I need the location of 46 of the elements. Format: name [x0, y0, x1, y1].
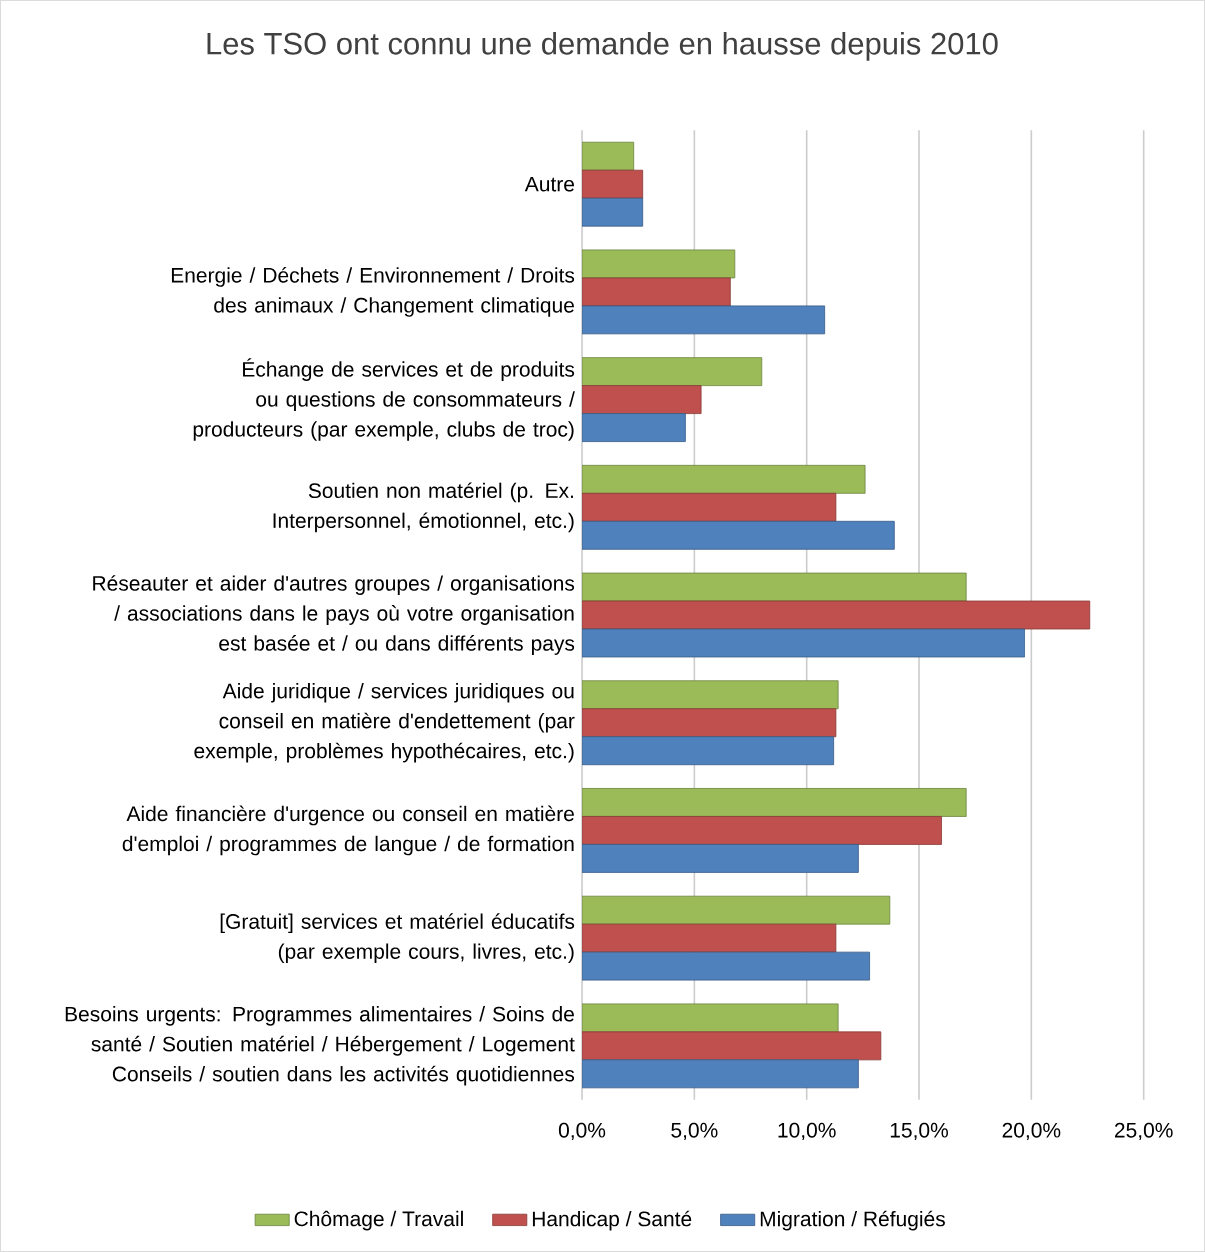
- bar: [582, 951, 870, 981]
- bar: [582, 788, 967, 817]
- bar: [582, 277, 731, 307]
- bar: [582, 1031, 882, 1061]
- bar: [582, 169, 644, 199]
- bar: [582, 895, 891, 925]
- bar: [582, 385, 702, 414]
- bar: [582, 197, 644, 227]
- y-tick-label: Aide juridique / services juridiques ou conseil en matière d'endettement (par exemple, problèmes hypothécaires, etc.): [194, 682, 575, 763]
- bar: [582, 249, 736, 279]
- y-tick-label: Soutien non matériel (p. Ex. Interpersonnel, émotionnel, etc.): [273, 482, 574, 533]
- y-tick-label: Energie / Déchets / Environnement / Droits des animaux / Changement climatique: [171, 267, 575, 317]
- y-tick-label: Aide financière d'urgence ou conseil en matière d'emploi / programmes de langue / de formation: [122, 805, 574, 856]
- bar: [582, 736, 835, 766]
- legend-label: Handicap / Santé: [532, 1210, 692, 1231]
- bar: [582, 600, 1091, 630]
- bar: [582, 492, 837, 522]
- x-tick-label: 5,0%: [671, 1122, 718, 1141]
- x-tick-label: 20,0%: [1002, 1122, 1061, 1141]
- bar: [582, 1003, 839, 1033]
- y-tick-label: Autre: [524, 176, 574, 192]
- bar: [582, 816, 942, 845]
- legend-label: Migration / Réfugiés: [760, 1210, 945, 1231]
- bar: [582, 520, 895, 550]
- bar: [582, 844, 859, 873]
- bar: [582, 305, 826, 335]
- y-tick-label: Réseauter et aider d'autres groupes / organisations / associations dans le pays où votre organisation est basée et / ou dans différents pays: [93, 575, 575, 655]
- bar: [582, 708, 837, 738]
- bar: [582, 413, 686, 442]
- bar: [582, 357, 763, 387]
- bar: [582, 1059, 859, 1089]
- y-tick-label: [Gratuit] services et matériel éducatifs (par exemple cours, livres, etc.): [220, 913, 575, 964]
- bar: [582, 680, 839, 710]
- bar: [582, 464, 866, 494]
- legend-label: Chômage / Travail: [294, 1210, 463, 1231]
- bar: [582, 141, 635, 171]
- bar: [582, 572, 967, 602]
- x-tick-label: 0,0%: [558, 1122, 606, 1141]
- x-tick-label: 15,0%: [890, 1122, 948, 1141]
- bar: [582, 628, 1025, 658]
- bar: [582, 923, 837, 953]
- y-tick-label: Besoins urgents: Programmes alimentaires / Soins de santé / Soutien matériel / Hébergement / Logement Conseils / soutien dans les activités quotidiennes: [65, 1006, 575, 1086]
- y-tick-label: Échange de services et de produits ou questions de consommateurs / producteurs (par exemple, clubs de troc): [193, 358, 575, 441]
- x-tick-label: 25,0%: [1114, 1122, 1173, 1141]
- chart-title: Les TSO ont connu une demande en hausse depuis 2010: [207, 31, 998, 61]
- x-tick-label: 10,0%: [778, 1122, 836, 1141]
